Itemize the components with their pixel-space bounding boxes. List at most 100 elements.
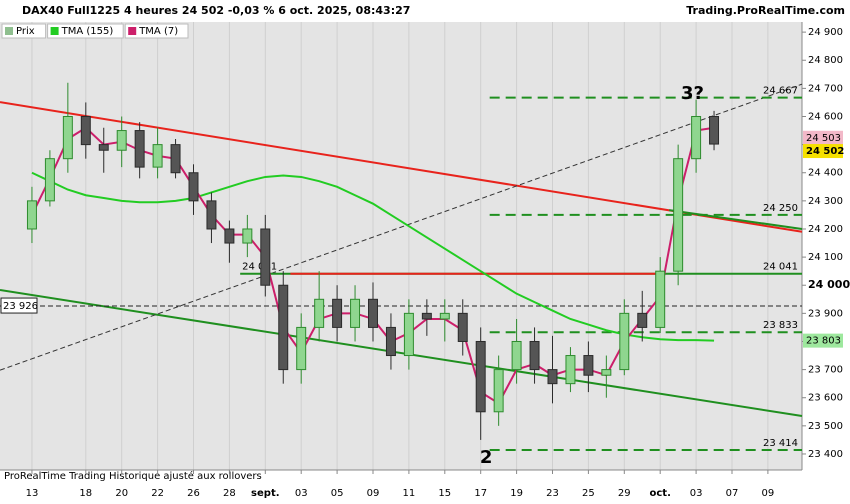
candle-body [385, 326, 396, 357]
legend-swatch [5, 27, 13, 35]
candle-body [296, 326, 307, 371]
price-tag [0, 297, 38, 314]
x-tick-label: 17 [474, 488, 487, 499]
candle-body [332, 298, 343, 328]
y-tick-label: 23 600 [808, 393, 843, 404]
level-label: 24 667 [763, 86, 798, 97]
candle-body [403, 312, 414, 357]
legend-box [124, 23, 189, 39]
price-tag [803, 130, 843, 145]
candle-body [188, 172, 199, 202]
x-tick-label: 23 [546, 488, 559, 499]
legend-label: TMA (7) [138, 26, 178, 37]
candle-body [260, 228, 271, 286]
legend-box [47, 23, 124, 39]
y-tick-label: 24 800 [808, 55, 843, 66]
x-tick-label: 07 [726, 488, 739, 499]
candle-body [44, 158, 55, 202]
candle-body [26, 200, 37, 230]
x-tick-label: 09 [367, 488, 380, 499]
x-tick-label: oct. [650, 488, 671, 499]
x-tick-label: sept. [251, 488, 279, 499]
candle-body [529, 340, 540, 371]
candle-body [565, 355, 576, 385]
candle-body [134, 130, 145, 168]
candle-body [224, 228, 235, 244]
candle-body [637, 312, 648, 328]
legend-label: TMA (155) [61, 26, 114, 37]
y-tick-label: 24 200 [808, 224, 843, 235]
y-tick-label: 24 700 [808, 83, 843, 94]
y-tick-label: 23 400 [808, 449, 843, 460]
candle-body [368, 298, 378, 328]
x-tick-label: 11 [403, 488, 416, 499]
level-label: 24 041 [242, 262, 277, 273]
candle-body [493, 369, 504, 413]
price-tag-label: 24 503 [806, 133, 841, 144]
candle-body [601, 369, 612, 376]
candle-body [62, 115, 73, 160]
candle-body [206, 200, 217, 230]
candle-body [511, 340, 522, 371]
price-tag-label: 23 926 [3, 301, 38, 312]
y-tick-label: 24 600 [808, 111, 843, 122]
candle-body [547, 369, 558, 385]
trendline [0, 101, 803, 233]
y-tick-label: 23 700 [808, 365, 843, 376]
trendline [0, 83, 803, 371]
candle-body [170, 144, 181, 174]
candle-body [439, 312, 450, 320]
candle-body [278, 284, 289, 371]
candle-body [350, 298, 361, 328]
ma-line [31, 171, 715, 342]
candle-body [583, 355, 594, 376]
price-tag [803, 333, 843, 348]
x-tick-label: 26 [187, 488, 200, 499]
legend-swatch [128, 27, 137, 35]
candle-body [619, 312, 630, 371]
candle-body [691, 115, 702, 160]
candle-body [116, 130, 127, 151]
annotation: 2 [480, 447, 493, 468]
y-tick-label: 23 500 [808, 421, 843, 432]
source: Trading.ProRealTime.com [686, 4, 845, 17]
legend-label: Prix [16, 26, 35, 37]
level-label: 24 041 [763, 262, 798, 273]
candle-body [421, 312, 432, 320]
footer: ProRealTime Trading Historique ajusté au… [4, 470, 262, 482]
candle-body [475, 340, 486, 413]
level-label: 23 414 [763, 438, 798, 449]
candle-body [457, 312, 468, 342]
candle-body [98, 144, 109, 151]
x-tick-label: 15 [438, 488, 451, 499]
price-tag [803, 144, 843, 159]
candle-body [242, 228, 253, 244]
x-tick-label: 20 [115, 488, 128, 499]
x-tick-label: 03 [690, 488, 703, 499]
x-tick-label: 29 [618, 488, 631, 499]
header-bar [0, 0, 850, 22]
level-label: 23 833 [763, 320, 798, 331]
chart-title: DAX40 Full1225 4 heures 24 502 -0,03 % 6… [22, 4, 410, 17]
candle-body [152, 144, 163, 168]
trendline [669, 209, 803, 230]
x-tick-label: 22 [151, 488, 164, 499]
candle-body [673, 158, 684, 272]
y-tick-label: 24 400 [808, 168, 843, 179]
trendline [0, 289, 803, 417]
y-tick-label: 24 900 [808, 27, 843, 38]
y-tick-label: 24 100 [808, 252, 843, 263]
x-tick-label: 13 [26, 488, 39, 499]
x-tick-label: 28 [223, 488, 236, 499]
level-label: 24 250 [763, 203, 798, 214]
y-tick-label: 24 300 [808, 196, 843, 207]
candle-body [709, 115, 720, 145]
y-tick-label: 23 900 [808, 308, 843, 319]
legend-swatch [50, 27, 59, 35]
y-tick-label: 24 000 [808, 278, 850, 291]
x-tick-label: 25 [582, 488, 595, 499]
candle-body [655, 270, 666, 328]
price-tag-label: 23 803 [806, 336, 841, 347]
x-tick-label: 05 [331, 488, 344, 499]
x-tick-label: 18 [79, 488, 92, 499]
